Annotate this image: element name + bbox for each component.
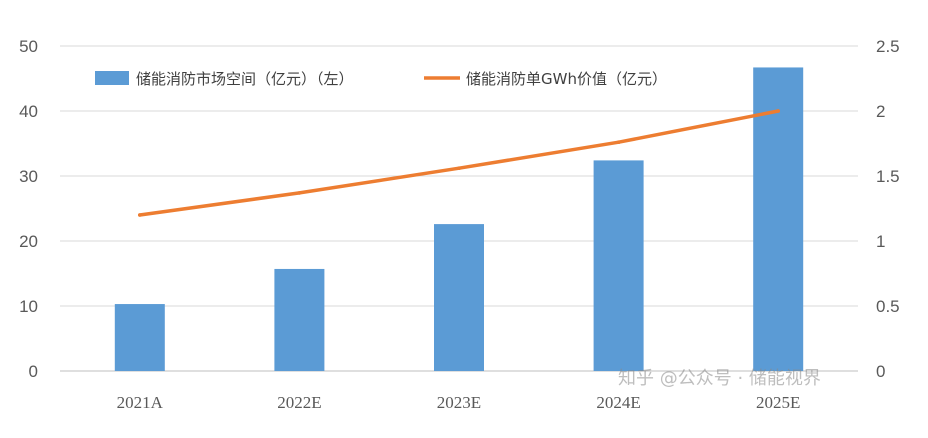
line-point <box>138 213 142 217</box>
line-point <box>776 109 780 113</box>
category-label: 2024E <box>596 393 640 412</box>
category-axis-labels: 2021A 2022E 2023E 2024E 2025E <box>117 393 801 412</box>
right-tick-label: 2.5 <box>876 37 900 56</box>
right-axis-ticks: 0 0.5 1 1.5 2 2.5 <box>876 37 900 381</box>
bar <box>274 268 325 371</box>
bar <box>593 160 644 371</box>
right-tick-label: 2 <box>876 102 885 121</box>
bar <box>753 67 804 371</box>
category-label: 2022E <box>277 393 321 412</box>
line-path <box>138 109 780 217</box>
right-tick-label: 1 <box>876 232 885 251</box>
right-tick-label: 0.5 <box>876 297 900 316</box>
right-tick-label: 1.5 <box>876 167 900 186</box>
left-tick-label: 30 <box>19 167 38 186</box>
line-point <box>297 191 302 195</box>
left-tick-label: 40 <box>19 102 38 121</box>
legend-line-label: 储能消防单GWh价值（亿元） <box>466 70 667 88</box>
bar-series <box>114 67 804 371</box>
category-label: 2023E <box>437 393 481 412</box>
left-tick-label: 10 <box>19 297 38 316</box>
category-label: 2021A <box>117 393 164 412</box>
left-tick-label: 50 <box>19 37 38 56</box>
left-tick-label: 0 <box>29 362 38 381</box>
legend: 储能消防市场空间（亿元）（左） 储能消防单GWh价值（亿元） <box>95 70 667 88</box>
left-tick-label: 20 <box>19 232 38 251</box>
bar <box>434 224 484 371</box>
category-label: 2025E <box>756 393 800 412</box>
line-point <box>616 140 621 144</box>
legend-bar-label: 储能消防市场空间（亿元）（左） <box>136 70 354 88</box>
line-point <box>457 166 461 170</box>
bar <box>114 304 165 371</box>
right-tick-label: 0 <box>876 362 885 381</box>
watermark: 知乎 @公众号 · 储能视界 <box>618 368 821 389</box>
left-axis-ticks: 0 10 20 30 40 50 <box>19 37 38 381</box>
legend-bar-swatch <box>95 71 129 85</box>
line-series <box>138 109 780 217</box>
